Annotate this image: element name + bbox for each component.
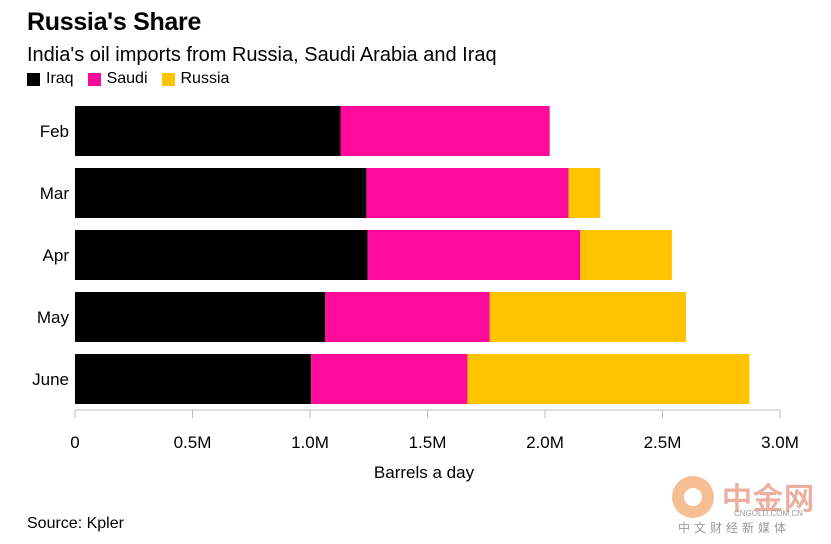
legend-swatch (87, 72, 101, 86)
category-label: Feb (40, 122, 69, 141)
chart-legend: Iraq Saudi Russia (27, 69, 243, 89)
cngold-watermark: 中金网 CNGOLD.COM.CN 中文财经新媒体 (672, 472, 822, 535)
x-tick-label: 1.5M (409, 433, 447, 452)
bar-russia-apr (580, 230, 672, 280)
bar-russia-june (467, 354, 750, 404)
bar-saudi-may (325, 292, 490, 342)
bar-iraq-apr (75, 230, 368, 280)
bar-iraq-june (75, 354, 312, 404)
x-tick-label: 3.0M (761, 433, 799, 452)
bar-saudi-feb (340, 106, 550, 156)
legend-label: Russia (180, 70, 230, 87)
watermark-brand: 中金网 (722, 483, 815, 516)
legend-item-iraq: Iraq (27, 70, 74, 88)
bar-russia-may (489, 292, 686, 342)
chart-subtitle: India's oil imports from Russia, Saudi A… (27, 44, 497, 66)
x-tick-label: 0.5M (174, 433, 212, 452)
bar-russia-mar (568, 168, 601, 218)
source-note: Source: Kpler (27, 515, 124, 532)
chart-title: Russia's Share (27, 8, 202, 36)
watermark-tagline: 中文财经新媒体 (678, 521, 791, 535)
legend-label: Iraq (46, 70, 74, 87)
watermark-url: CNGOLD.COM.CN (734, 509, 803, 518)
category-label: June (32, 370, 69, 389)
bar-saudi-mar (366, 168, 569, 218)
bar-iraq-may (75, 292, 326, 342)
legend-swatch (27, 72, 40, 86)
legend-label: Saudi (106, 70, 148, 87)
legend-swatch (161, 72, 175, 86)
bar-iraq-feb (75, 106, 341, 156)
bar-saudi-apr (367, 230, 581, 280)
category-label: Mar (40, 184, 70, 203)
category-label: Apr (43, 246, 70, 265)
legend-item-russia: Russia (161, 70, 230, 88)
category-label: May (37, 308, 70, 327)
cngold-logo-icon (672, 476, 714, 518)
legend-item-saudi: Saudi (87, 70, 148, 88)
bar-iraq-mar (75, 168, 367, 218)
x-tick-label: 2.5M (644, 433, 682, 452)
bar-saudi-june (311, 354, 468, 404)
x-tick-label: 0 (70, 433, 79, 452)
x-tick-label: 2.0M (526, 433, 564, 452)
x-tick-label: 1.0M (291, 433, 329, 452)
x-axis-title: Barrels a day (374, 463, 475, 482)
